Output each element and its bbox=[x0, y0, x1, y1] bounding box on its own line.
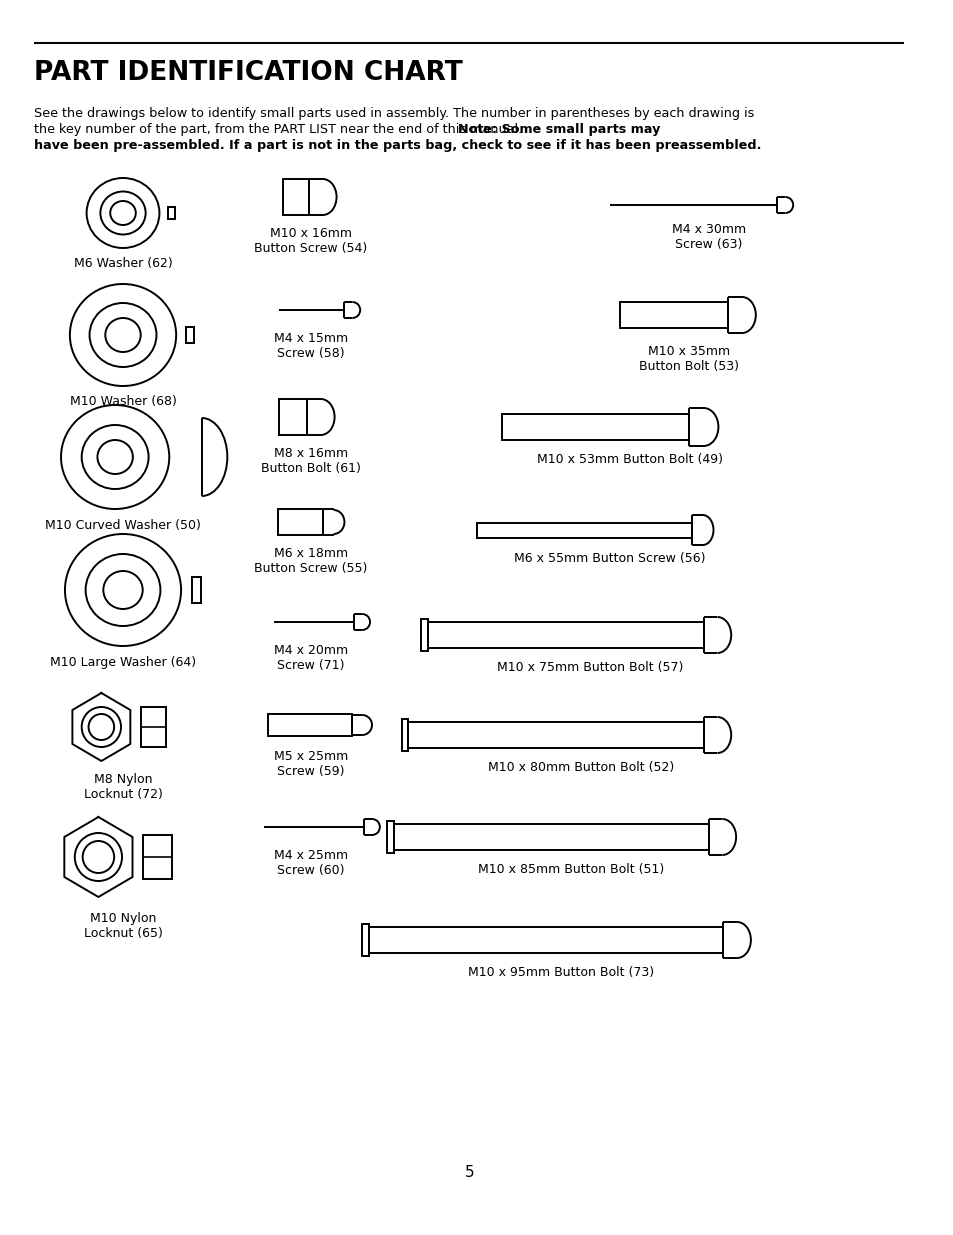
Text: have been pre-assembled. If a part is not in the parts bag, check to see if it h: have been pre-assembled. If a part is no… bbox=[34, 140, 761, 152]
Text: 5: 5 bbox=[464, 1165, 474, 1179]
Text: M10 x 53mm Button Bolt (49): M10 x 53mm Button Bolt (49) bbox=[537, 453, 722, 466]
Bar bbox=[476, 522, 691, 537]
Text: M10 x 95mm Button Bolt (73): M10 x 95mm Button Bolt (73) bbox=[467, 966, 654, 979]
Text: M6 x 18mm
Button Screw (55): M6 x 18mm Button Screw (55) bbox=[254, 547, 367, 576]
Bar bbox=[369, 927, 722, 953]
Text: M10 x 80mm Button Bolt (52): M10 x 80mm Button Bolt (52) bbox=[487, 761, 673, 774]
Bar bbox=[501, 414, 688, 440]
Text: M10 x 16mm
Button Screw (54): M10 x 16mm Button Screw (54) bbox=[254, 227, 367, 254]
Text: M10 x 35mm
Button Bolt (53): M10 x 35mm Button Bolt (53) bbox=[639, 345, 739, 373]
Text: M10 Nylon
Locknut (65): M10 Nylon Locknut (65) bbox=[84, 911, 162, 940]
Bar bbox=[141, 706, 166, 747]
Text: PART IDENTIFICATION CHART: PART IDENTIFICATION CHART bbox=[34, 61, 463, 86]
Bar bbox=[401, 719, 408, 751]
Text: M4 x 15mm
Screw (58): M4 x 15mm Screw (58) bbox=[274, 332, 348, 359]
Text: M8 x 16mm
Button Bolt (61): M8 x 16mm Button Bolt (61) bbox=[261, 447, 360, 475]
Bar bbox=[428, 622, 703, 648]
Text: M10 x 85mm Button Bolt (51): M10 x 85mm Button Bolt (51) bbox=[477, 863, 663, 876]
Text: M4 x 30mm
Screw (63): M4 x 30mm Screw (63) bbox=[671, 224, 745, 251]
Bar bbox=[143, 835, 172, 879]
Text: the key number of the part, from the PART LIST near the end of this manual.: the key number of the part, from the PAR… bbox=[34, 124, 526, 136]
Bar bbox=[619, 303, 727, 329]
Text: M10 Washer (68): M10 Washer (68) bbox=[70, 395, 176, 408]
Text: M5 x 25mm
Screw (59): M5 x 25mm Screw (59) bbox=[274, 750, 348, 778]
Bar bbox=[277, 509, 322, 535]
Bar bbox=[283, 179, 309, 215]
Bar bbox=[268, 714, 352, 736]
Text: Note: Some small parts may: Note: Some small parts may bbox=[457, 124, 659, 136]
Text: See the drawings below to identify small parts used in assembly. The number in p: See the drawings below to identify small… bbox=[34, 107, 754, 120]
Text: M4 x 25mm
Screw (60): M4 x 25mm Screw (60) bbox=[274, 848, 348, 877]
Bar bbox=[386, 821, 394, 853]
Text: M10 x 75mm Button Bolt (57): M10 x 75mm Button Bolt (57) bbox=[497, 661, 683, 674]
Bar bbox=[168, 207, 175, 219]
Text: M6 x 55mm Button Screw (56): M6 x 55mm Button Screw (56) bbox=[514, 552, 705, 564]
Bar bbox=[394, 824, 708, 850]
Bar bbox=[186, 327, 193, 343]
Text: M4 x 20mm
Screw (71): M4 x 20mm Screw (71) bbox=[274, 643, 348, 672]
Bar bbox=[421, 619, 428, 651]
Text: M10 Curved Washer (50): M10 Curved Washer (50) bbox=[45, 519, 201, 532]
Text: M6 Washer (62): M6 Washer (62) bbox=[73, 257, 172, 270]
Bar bbox=[408, 722, 703, 748]
Text: M10 Large Washer (64): M10 Large Washer (64) bbox=[50, 656, 196, 669]
Text: M8 Nylon
Locknut (72): M8 Nylon Locknut (72) bbox=[84, 773, 162, 802]
Bar bbox=[279, 399, 307, 435]
Bar bbox=[362, 924, 369, 956]
Bar bbox=[192, 577, 200, 603]
